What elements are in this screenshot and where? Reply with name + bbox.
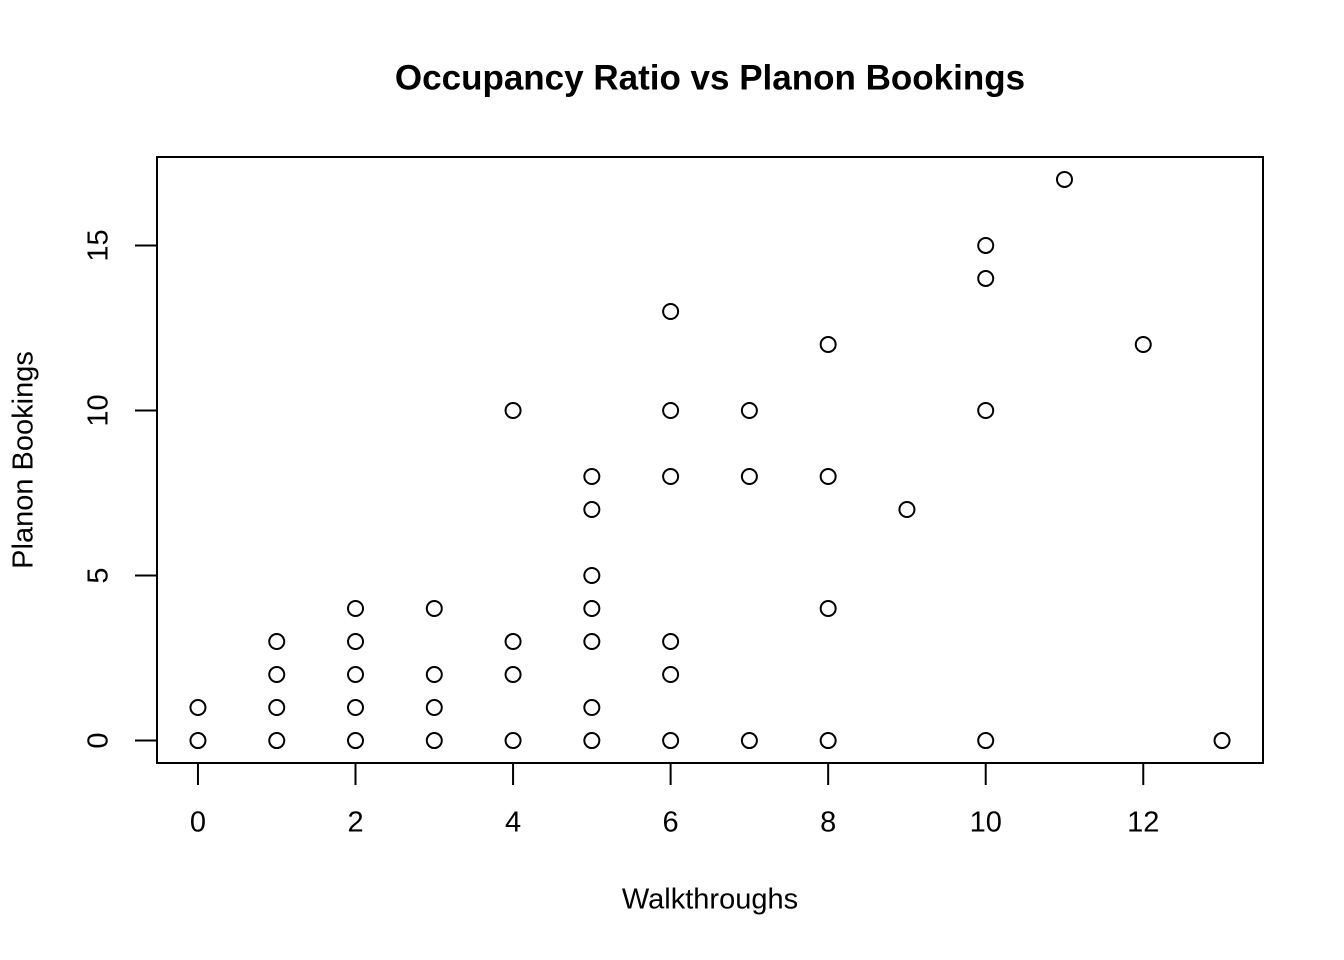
point: [662, 732, 680, 750]
y-tick-label: 5: [83, 567, 115, 583]
point: [425, 600, 443, 618]
x-axis-label: Walkthroughs: [622, 884, 798, 916]
x-tick-label: 8: [820, 807, 836, 839]
x-tick-label: 0: [190, 807, 206, 839]
point: [425, 666, 443, 684]
point: [662, 468, 680, 486]
x-tick-label: 4: [505, 807, 521, 839]
x-tick-label: 12: [1127, 807, 1159, 839]
point: [662, 666, 680, 684]
point: [268, 699, 286, 717]
point: [740, 468, 758, 486]
point: [1055, 170, 1073, 188]
point: [819, 732, 837, 750]
point: [662, 633, 680, 651]
x-tick-label: 2: [347, 807, 363, 839]
point: [425, 732, 443, 750]
point: [662, 302, 680, 320]
point: [347, 633, 365, 651]
point: [662, 401, 680, 419]
y-tick-label: 0: [83, 732, 115, 748]
point: [977, 269, 995, 287]
point: [977, 401, 995, 419]
point: [740, 732, 758, 750]
point: [583, 468, 601, 486]
point: [1213, 732, 1231, 750]
chart-title: Occupancy Ratio vs Planon Bookings: [395, 58, 1025, 97]
point: [347, 600, 365, 618]
point: [819, 600, 837, 618]
point: [583, 567, 601, 585]
point: [583, 699, 601, 717]
point: [347, 666, 365, 684]
point: [504, 401, 522, 419]
y-tick-label: 10: [83, 394, 115, 426]
point: [347, 732, 365, 750]
point: [819, 468, 837, 486]
x-tick-label: 10: [970, 807, 1002, 839]
point: [268, 633, 286, 651]
point: [268, 732, 286, 750]
point: [898, 501, 916, 519]
point: [189, 732, 207, 750]
point: [1134, 335, 1152, 353]
x-tick-label: 6: [663, 807, 679, 839]
point: [189, 699, 207, 717]
point: [740, 401, 758, 419]
point: [583, 633, 601, 651]
y-tick-label: 15: [83, 229, 115, 261]
point: [977, 732, 995, 750]
point: [504, 732, 522, 750]
point: [425, 699, 443, 717]
point: [819, 335, 837, 353]
point: [977, 236, 995, 254]
point: [268, 666, 286, 684]
point: [504, 633, 522, 651]
point: [504, 666, 522, 684]
plot-box: [156, 156, 1264, 764]
point: [583, 501, 601, 519]
point: [583, 732, 601, 750]
y-axis-label: Planon Bookings: [8, 351, 40, 569]
point: [583, 600, 601, 618]
point: [347, 699, 365, 717]
